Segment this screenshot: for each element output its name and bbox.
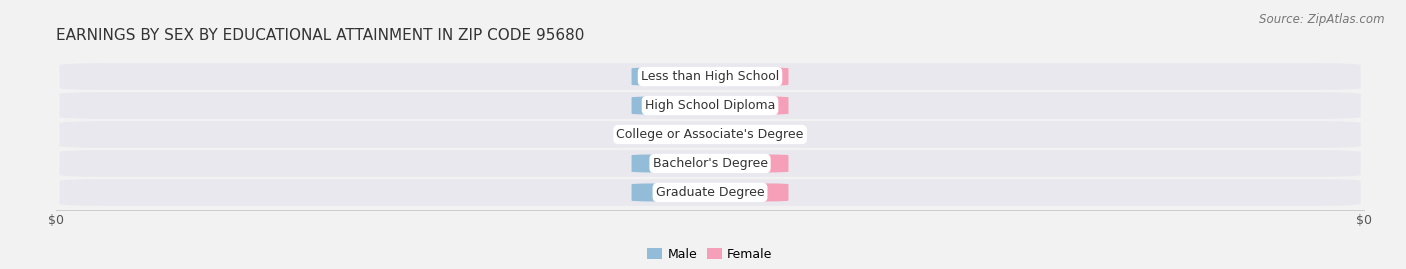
FancyBboxPatch shape <box>710 154 789 172</box>
FancyBboxPatch shape <box>631 68 710 86</box>
FancyBboxPatch shape <box>59 92 1361 119</box>
Text: $0: $0 <box>742 187 756 197</box>
FancyBboxPatch shape <box>710 183 789 201</box>
Legend: Male, Female: Male, Female <box>643 243 778 266</box>
Text: $0: $0 <box>664 158 678 168</box>
Text: High School Diploma: High School Diploma <box>645 99 775 112</box>
Text: Less than High School: Less than High School <box>641 70 779 83</box>
Text: EARNINGS BY SEX BY EDUCATIONAL ATTAINMENT IN ZIP CODE 95680: EARNINGS BY SEX BY EDUCATIONAL ATTAINMEN… <box>56 28 585 43</box>
Text: $0: $0 <box>664 129 678 140</box>
FancyBboxPatch shape <box>710 68 789 86</box>
Text: College or Associate's Degree: College or Associate's Degree <box>616 128 804 141</box>
FancyBboxPatch shape <box>631 154 710 172</box>
Text: $0: $0 <box>742 158 756 168</box>
Text: Graduate Degree: Graduate Degree <box>655 186 765 199</box>
FancyBboxPatch shape <box>59 150 1361 177</box>
Text: $0: $0 <box>664 101 678 111</box>
Text: $0: $0 <box>742 72 756 82</box>
Text: $0: $0 <box>742 129 756 140</box>
Text: $0: $0 <box>742 101 756 111</box>
FancyBboxPatch shape <box>710 126 789 143</box>
FancyBboxPatch shape <box>710 97 789 115</box>
Text: $0: $0 <box>664 187 678 197</box>
FancyBboxPatch shape <box>59 121 1361 148</box>
FancyBboxPatch shape <box>59 63 1361 90</box>
FancyBboxPatch shape <box>631 97 710 115</box>
FancyBboxPatch shape <box>631 126 710 143</box>
FancyBboxPatch shape <box>631 183 710 201</box>
Text: Bachelor's Degree: Bachelor's Degree <box>652 157 768 170</box>
FancyBboxPatch shape <box>59 179 1361 206</box>
Text: $0: $0 <box>664 72 678 82</box>
Text: Source: ZipAtlas.com: Source: ZipAtlas.com <box>1260 13 1385 26</box>
